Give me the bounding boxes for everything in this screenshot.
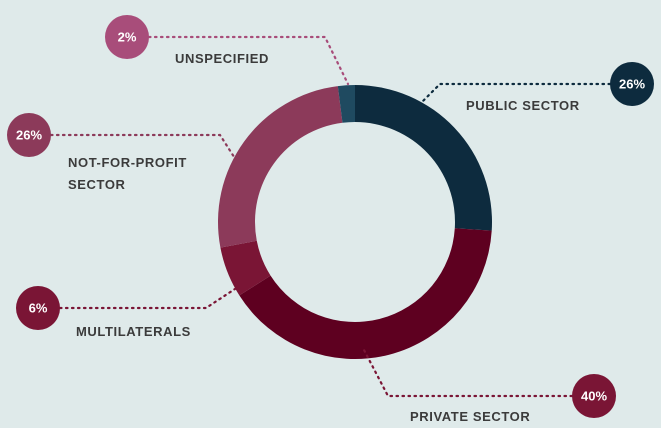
category-label: PRIVATE SECTOR <box>410 409 531 424</box>
category-label: NOT-FOR-PROFIT SECTOR <box>68 155 187 192</box>
category-label: UNSPECIFIED <box>175 51 270 66</box>
value-label: 40% <box>581 388 607 403</box>
leader-line <box>49 133 238 162</box>
donut-segment <box>239 228 492 360</box>
leader-line <box>362 348 574 398</box>
donut-segment <box>337 85 355 123</box>
value-label: 6% <box>29 300 48 315</box>
label-bubble <box>610 62 654 106</box>
donut-segment <box>355 85 492 231</box>
leader-line <box>147 35 350 86</box>
donut-segment <box>217 86 343 248</box>
value-label: 2% <box>118 29 137 44</box>
label-bubble <box>105 15 149 59</box>
leader-line <box>418 82 612 106</box>
leader-line <box>58 285 240 310</box>
category-label: PUBLIC SECTOR <box>466 98 580 113</box>
label-bubble <box>16 286 60 330</box>
label-bubble <box>7 113 51 157</box>
value-label: 26% <box>619 76 645 91</box>
label-bubble <box>572 374 616 418</box>
category-label: MULTILATERALS <box>76 324 191 339</box>
value-label: 26% <box>16 127 42 142</box>
donut-segment <box>220 240 271 296</box>
